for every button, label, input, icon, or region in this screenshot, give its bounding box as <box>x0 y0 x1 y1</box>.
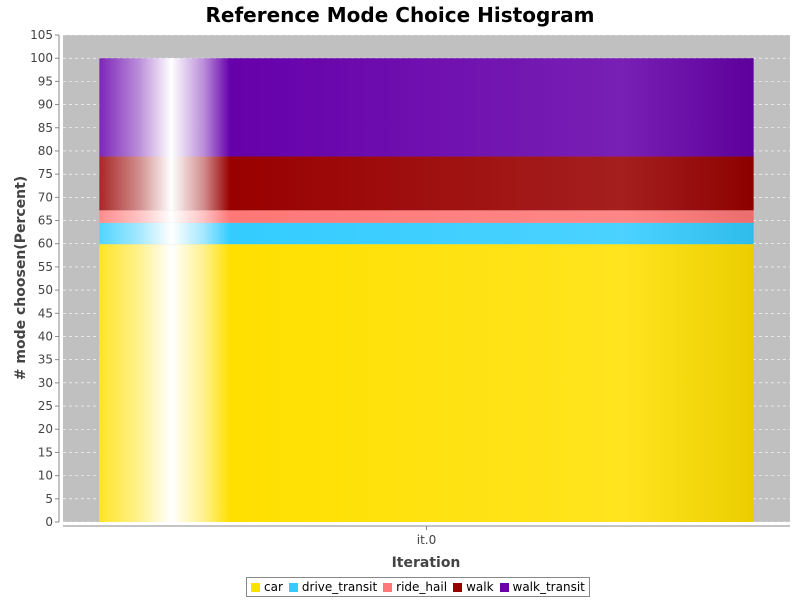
y-tick-label: 55 <box>38 260 53 274</box>
bar-segment-ride-hail <box>99 210 754 223</box>
legend-swatch <box>453 582 463 592</box>
legend-item-walk: walk <box>453 580 494 594</box>
y-axis-label: # mode choosen(Percent) <box>13 176 29 380</box>
legend-label: drive_transit <box>301 580 378 594</box>
y-tick-label: 15 <box>38 445 53 459</box>
bar-segment-drive-transit <box>99 222 754 245</box>
legend-label: car <box>264 580 283 594</box>
y-tick-label: 90 <box>38 98 53 112</box>
legend-swatch <box>288 582 298 592</box>
y-tick-label: 60 <box>38 237 53 251</box>
y-tick-label: 30 <box>38 376 53 390</box>
y-tick-label: 65 <box>38 214 53 228</box>
legend-item-walk-transit: walk_transit <box>499 580 585 594</box>
y-axis: 0 5 10 15 20 25 30 35 40 45 50 55 60 65 70 75 80 85 90 95 10… <box>30 28 60 529</box>
y-tick-label: 20 <box>38 422 53 436</box>
legend-item-car: car <box>251 580 283 594</box>
bar-segment-walk <box>99 156 754 211</box>
bar-segment-walk-transit <box>99 58 754 157</box>
y-tick-label: 85 <box>38 121 53 135</box>
chart-title: Reference Mode Choice Histogram <box>206 3 595 27</box>
x-axis-label: Iteration <box>392 555 461 571</box>
y-tick-label: 10 <box>38 469 53 483</box>
y-tick-label: 5 <box>45 492 53 506</box>
y-tick-label: 95 <box>38 74 53 88</box>
legend-item-ride-hail: ride_hail <box>383 580 447 594</box>
legend-swatch <box>251 582 260 592</box>
legend-swatch <box>499 582 509 592</box>
y-tick-label: 70 <box>38 190 53 204</box>
y-tick-label: 100 <box>30 51 53 65</box>
y-tick-label: 25 <box>38 399 53 413</box>
x-tick-label: it.0 <box>417 533 437 547</box>
y-tick-label: 35 <box>38 353 53 367</box>
legend-swatch <box>383 582 393 592</box>
bar-segment-car <box>99 244 754 522</box>
y-tick-label: 75 <box>38 167 53 181</box>
y-tick-label: 0 <box>45 515 53 529</box>
y-tick-label: 40 <box>38 329 53 343</box>
y-tick-label: 80 <box>38 144 53 158</box>
legend-label: ride_hail <box>396 580 448 594</box>
y-tick-label: 45 <box>38 306 53 320</box>
x-axis: it.0 <box>63 525 790 547</box>
y-tick-label: 105 <box>30 28 53 42</box>
legend-label: walk_transit <box>512 580 585 594</box>
legend: car drive_transit ride_hail walk walk_transi… <box>246 577 590 597</box>
legend-item-drive-transit: drive_transit <box>288 580 378 594</box>
bar-stack <box>99 58 754 522</box>
legend-label: walk <box>466 580 494 594</box>
y-tick-label: 50 <box>38 283 53 297</box>
